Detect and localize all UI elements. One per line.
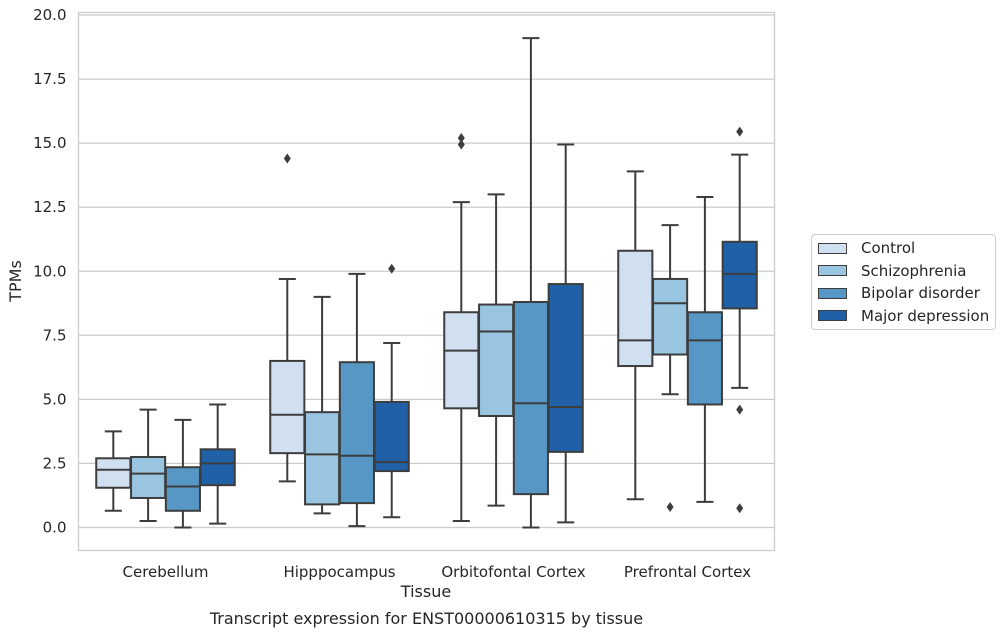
y-tick-label: 12.5 [33,198,66,216]
box-iqr [269,359,306,455]
box-iqr [95,457,132,489]
y-tick-label: 7.5 [43,326,67,344]
box-iqr [686,311,723,406]
legend-swatch [818,242,847,254]
box-iqr [721,240,758,310]
box-2-3 [547,143,584,524]
boxes [95,37,758,529]
box-0-0 [95,430,132,512]
y-tick-label: 2.5 [43,454,67,472]
box-2-2 [512,37,549,529]
box-1-1 [304,295,341,515]
chart-caption: Transcript expression for ENST0000061031… [209,609,644,628]
box-0-2 [164,418,201,529]
y-tick-label: 17.5 [33,70,66,88]
legend-item: Bipolar disorder [818,282,980,304]
box-iqr [512,300,549,496]
box-iqr [130,455,167,499]
legend-label: Major depression [861,306,990,325]
box-iqr [164,466,201,512]
box-1-3 [373,263,410,519]
box-iqr [304,411,341,506]
box-iqr [199,448,236,487]
box-iqr [652,277,689,356]
x-tick-label: Hipppocampus [283,563,395,581]
legend-label: Control [861,239,916,257]
legend-item: Major depression [818,305,989,327]
outlier-point [457,139,465,150]
legend-item: Control [818,237,915,259]
box-2-0 [443,133,480,523]
outlier-point [736,126,744,137]
legend-swatch [818,310,847,322]
legend: Control Schizophrenia Bipolar disorder Majo… [811,234,996,330]
legend-item: Schizophrenia [818,260,966,282]
y-axis-title: TPMs [6,260,25,303]
legend-swatch [818,287,847,299]
x-tick-label: Prefrontal Cortex [624,563,751,581]
plot-area-frame [77,11,776,552]
y-tick-label: 5.0 [43,390,67,408]
outlier-point [388,263,396,274]
y-tick-label: 15.0 [33,134,66,152]
outlier-point [666,501,674,512]
outlier-point [736,404,744,415]
box-iqr [373,400,410,473]
box-iqr [443,311,480,410]
y-tick-label: 10.0 [33,262,66,280]
x-axis-ticks: Cerebellum Hipppocampus Orbitofontal Corte… [123,563,752,581]
y-tick-label: 0.0 [43,518,67,536]
box-3-1 [652,224,689,512]
box-iqr [547,283,584,453]
box-3-2 [686,195,723,503]
outlier-point [736,503,744,514]
y-axis-ticks: 0.0 2.5 5.0 7.5 10.0 12.5 15.0 17.5 20.0 [33,6,66,536]
box-1-0 [269,153,306,483]
x-tick-label: Cerebellum [123,563,209,581]
outlier-point [283,153,291,164]
x-axis-title: Tissue [400,582,451,601]
legend-label: Schizophrenia [861,261,967,280]
box-1-2 [338,272,375,528]
legend-swatch [818,265,847,277]
gridlines [78,14,775,529]
box-0-3 [199,403,236,525]
box-0-1 [130,408,167,523]
box-iqr [617,249,654,368]
box-3-3 [721,126,758,514]
box-2-1 [478,193,515,507]
box-3-0 [617,170,654,501]
x-tick-label: Orbitofontal Cortex [441,563,585,581]
outlier-point [457,133,465,144]
box-iqr [478,303,515,417]
box-iqr [338,361,375,505]
legend-label: Bipolar disorder [861,284,980,303]
y-tick-label: 20.0 [33,6,66,24]
